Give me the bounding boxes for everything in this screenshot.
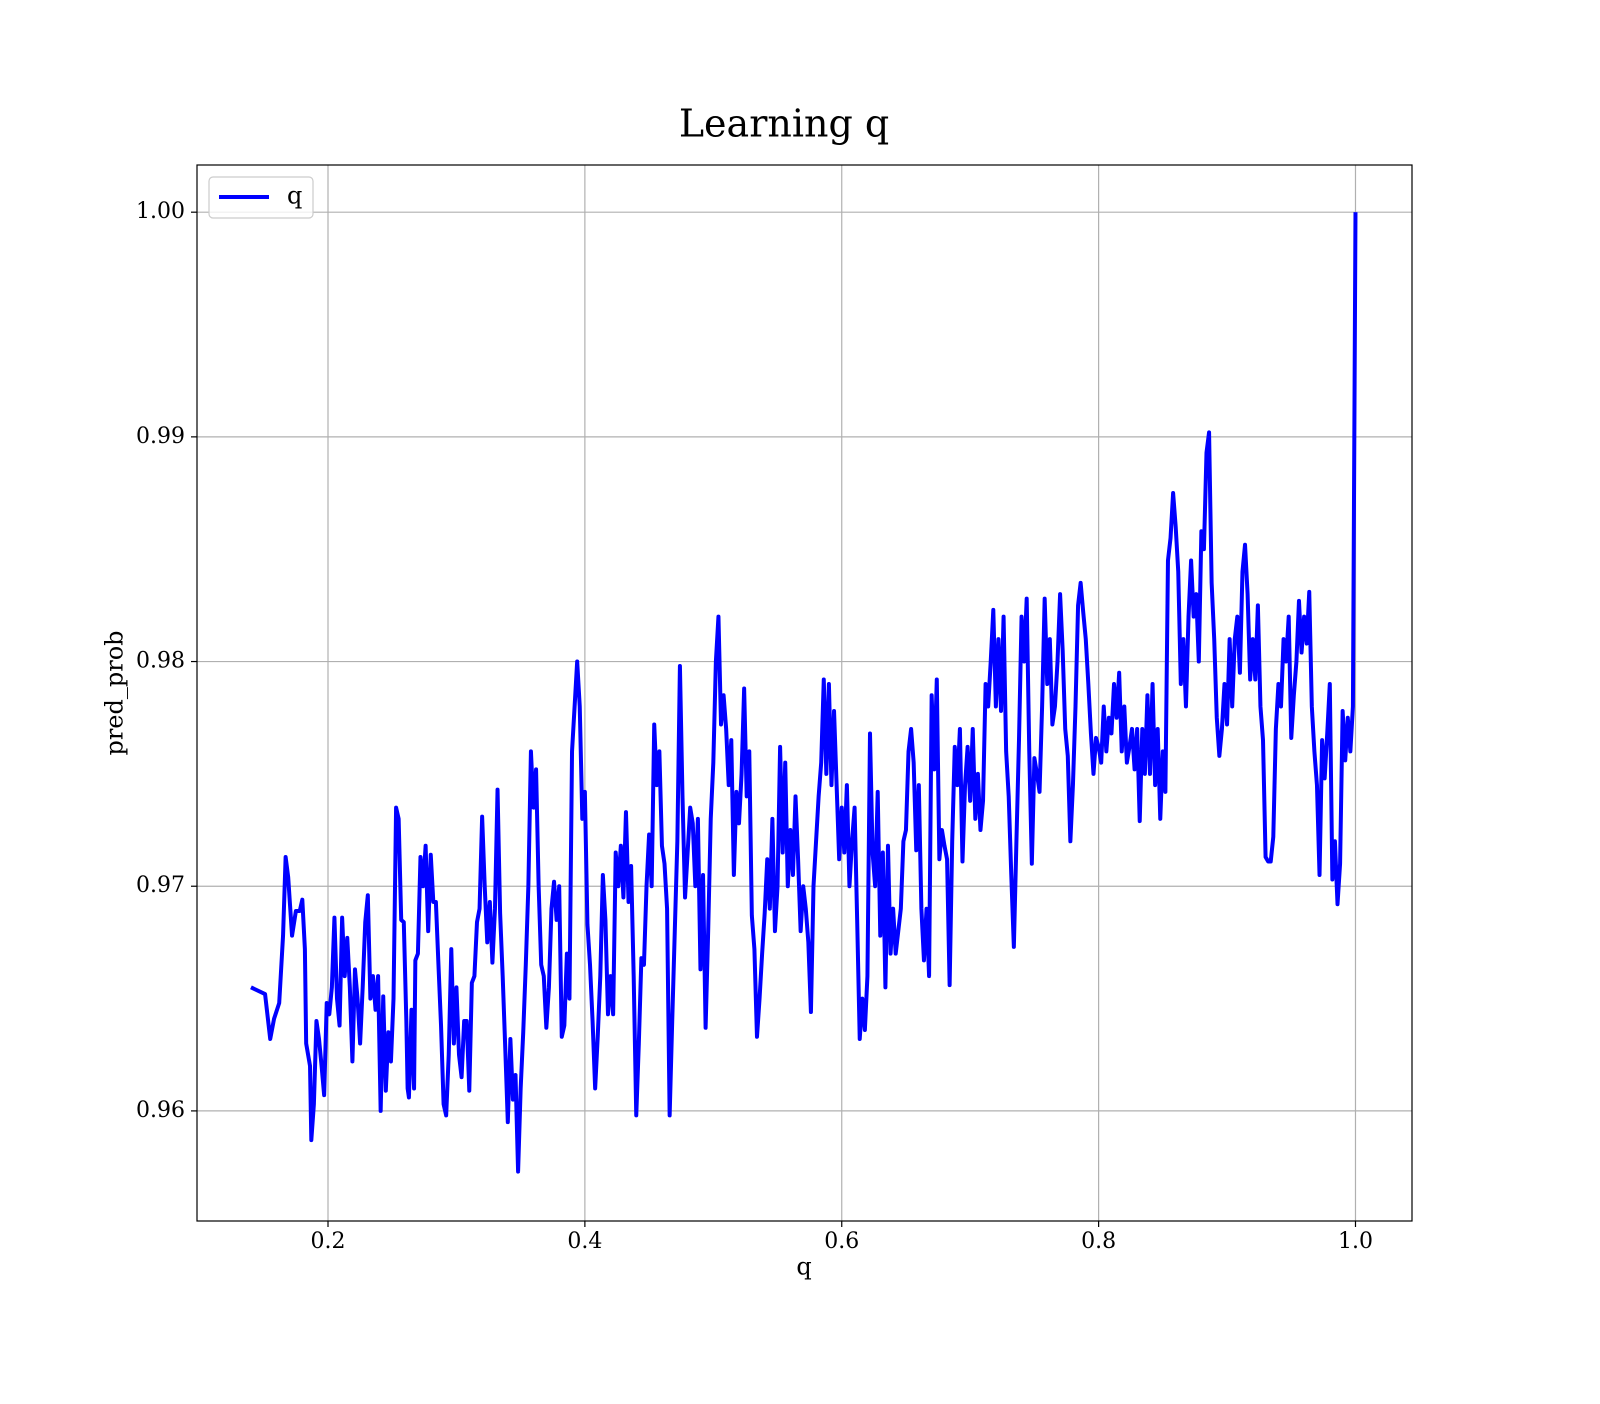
- y-axis-label: pred_prob: [101, 630, 129, 755]
- x-tick-label: 0.2: [311, 1229, 346, 1254]
- x-tick-label: 1.0: [1338, 1229, 1373, 1254]
- chart-title: Learning q: [679, 102, 889, 146]
- x-tick-label: 0.6: [824, 1229, 859, 1254]
- grid: 0.2 0.4 0.6 0.8 1.0 0.96 0.97 0.98 0.99 1.00: [136, 165, 1412, 1254]
- y-tick-label: 0.98: [136, 649, 185, 674]
- y-tick-label: 1.00: [136, 199, 185, 224]
- y-tick-label: 0.99: [136, 424, 185, 449]
- legend: q: [208, 176, 314, 219]
- x-tick-label: 0.8: [1081, 1229, 1116, 1254]
- data-line: [250, 212, 1358, 1174]
- legend-label: q: [287, 182, 302, 210]
- y-tick-label: 0.96: [136, 1098, 185, 1123]
- axes-frame: [196, 164, 1413, 1222]
- plot-area: [250, 212, 1358, 1174]
- x-tick-label: 0.4: [567, 1229, 602, 1254]
- y-tick-label: 0.97: [136, 873, 185, 898]
- x-axis-label: q: [796, 1253, 811, 1281]
